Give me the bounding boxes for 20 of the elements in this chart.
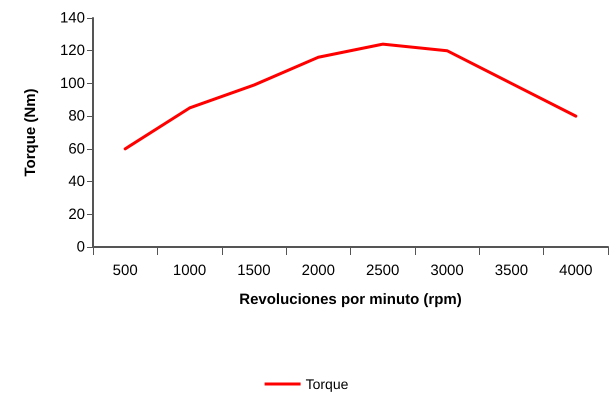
x-tick-label: 2500 (366, 262, 400, 279)
x-tick-label: 3500 (494, 262, 528, 279)
x-tick-label: 1000 (172, 262, 206, 279)
y-axis-title: Torque (Nm) (22, 88, 39, 177)
legend-label: Torque (306, 376, 349, 392)
y-tick-label: 100 (60, 74, 85, 92)
x-tick-label: 2000 (302, 262, 335, 279)
x-tick-label: 1500 (237, 262, 271, 279)
y-tick-label: 140 (60, 10, 85, 26)
x-tick-label: 500 (112, 262, 138, 279)
y-tick-label: 60 (68, 140, 85, 158)
y-tick-label: 120 (60, 42, 85, 60)
y-tick-label: 20 (68, 206, 85, 223)
x-tick-label: 4000 (559, 262, 592, 279)
y-tick-label: 40 (68, 173, 85, 190)
x-axis-title: Revoluciones por minuto (rpm) (239, 291, 462, 308)
y-tick-label: 80 (68, 108, 85, 125)
line-series (124, 42, 578, 150)
y-tick-label: 0 (76, 238, 85, 256)
x-tick-label: 3000 (430, 262, 464, 279)
